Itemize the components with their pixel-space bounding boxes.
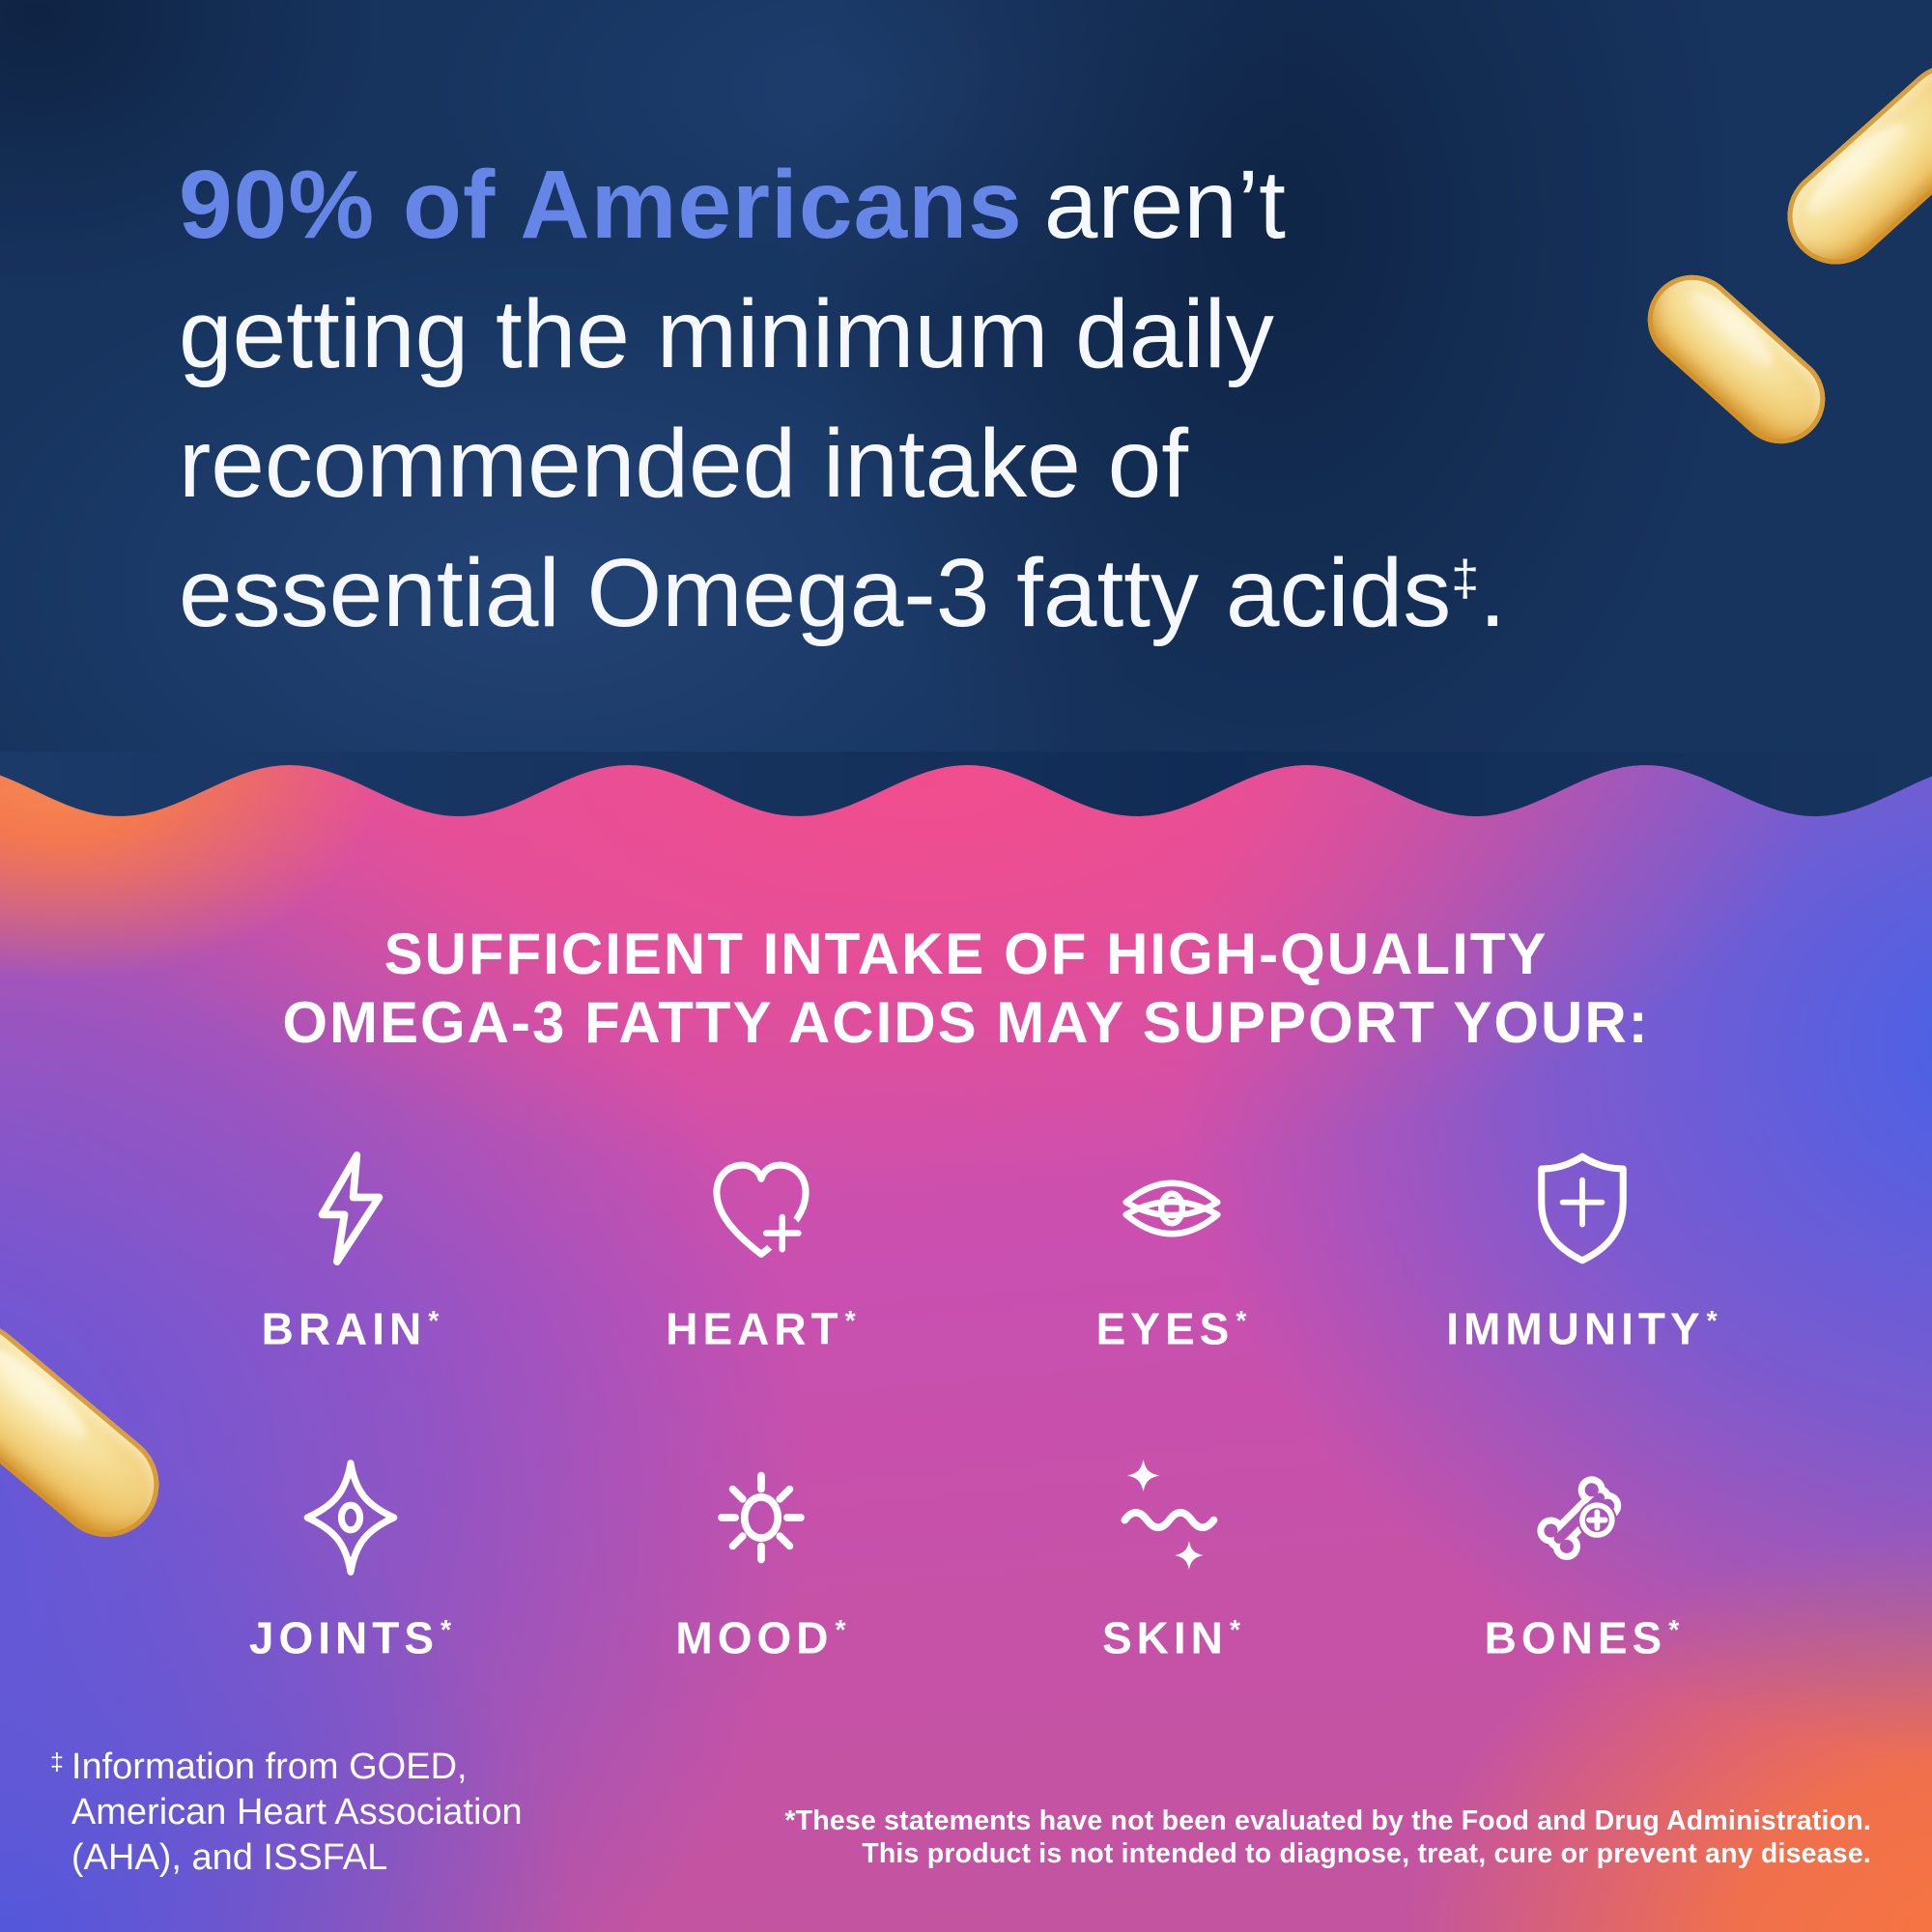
benefit-label: SKIN bbox=[1101, 1612, 1228, 1663]
fda-line-2: This product is not intended to diagnose… bbox=[862, 1837, 1871, 1869]
sun-icon bbox=[717, 1471, 805, 1564]
hero-section bbox=[0, 0, 1932, 753]
asterisk-mark: * bbox=[1236, 1306, 1247, 1337]
benefit-label: BRAIN bbox=[261, 1303, 427, 1354]
headline-line-1-rest: aren’t bbox=[1043, 151, 1286, 259]
headline-line-2: getting the minimum daily bbox=[179, 280, 1274, 388]
source-footnote: ‡ Information from GOED, American Heart … bbox=[50, 1745, 523, 1881]
benefit-bones: BONES* bbox=[1377, 1454, 1787, 1662]
benefit-mood: MOOD* bbox=[555, 1454, 966, 1662]
benefit-label: BONES bbox=[1484, 1612, 1667, 1663]
asterisk-mark: * bbox=[428, 1306, 440, 1337]
headline-line-4-text: essential Omega-3 fatty acids bbox=[179, 539, 1452, 647]
heart-plus-icon bbox=[712, 1161, 810, 1258]
bone-plus-icon bbox=[1536, 1476, 1621, 1561]
gradient-background bbox=[0, 744, 1932, 1932]
headline-line-3: recommended intake of bbox=[179, 410, 1189, 518]
wave-sparkles-icon bbox=[1121, 1460, 1217, 1571]
headline-highlight: 90% of Americans bbox=[179, 151, 1023, 259]
source-line-2: American Heart Association bbox=[71, 1792, 523, 1833]
asterisk-mark: * bbox=[440, 1615, 452, 1647]
headline-period: . bbox=[1479, 539, 1507, 647]
benefit-heart: HEART* bbox=[555, 1145, 966, 1352]
benefits-grid: BRAIN* HEART* EYES* bbox=[145, 1145, 1787, 1662]
dagger-symbol: ‡ bbox=[50, 1748, 64, 1776]
benefit-label: EYES bbox=[1095, 1303, 1235, 1354]
asterisk-mark: * bbox=[835, 1615, 846, 1647]
benefit-joints: JOINTS* bbox=[145, 1454, 555, 1662]
source-line-1: Information from GOED, bbox=[71, 1747, 468, 1787]
asterisk-mark: * bbox=[1668, 1615, 1680, 1647]
benefit-skin: SKIN* bbox=[966, 1454, 1377, 1662]
sparkle-star-icon bbox=[303, 1460, 397, 1577]
benefit-label: HEART bbox=[666, 1303, 843, 1354]
source-line-3: (AHA), and ISSFAL bbox=[71, 1837, 388, 1878]
benefit-eyes: EYES* bbox=[966, 1145, 1377, 1352]
lightning-bolt-icon bbox=[318, 1151, 383, 1265]
shield-plus-icon bbox=[1537, 1152, 1627, 1264]
asterisk-mark: * bbox=[1229, 1615, 1240, 1647]
heading-line-1: SUFFICIENT INTAKE OF HIGH-QUALITY bbox=[384, 922, 1548, 986]
eye-icon bbox=[1122, 1179, 1221, 1237]
wave-divider bbox=[0, 752, 1932, 816]
benefit-label: IMMUNITY bbox=[1446, 1303, 1705, 1354]
fda-line-1: *These statements have not been evaluate… bbox=[784, 1805, 1871, 1836]
support-section-heading: SUFFICIENT INTAKE OF HIGH-QUALITY OMEGA-… bbox=[0, 920, 1932, 1057]
benefit-brain: BRAIN* bbox=[145, 1145, 555, 1352]
hero-headline: 90% of Americans aren’t getting the minim… bbox=[179, 140, 1628, 658]
heading-line-2: OMEGA-3 FATTY ACIDS MAY SUPPORT YOUR: bbox=[282, 990, 1650, 1055]
benefit-immunity: IMMUNITY* bbox=[1377, 1145, 1787, 1352]
asterisk-mark: * bbox=[1706, 1306, 1718, 1337]
headline-line-1: 90% of Americans aren’t bbox=[179, 140, 1628, 270]
dagger-reference-mark: ‡ bbox=[1451, 550, 1480, 607]
benefit-label: MOOD bbox=[675, 1612, 834, 1663]
fda-disclaimer: *These statements have not been evaluate… bbox=[784, 1805, 1871, 1870]
headline-line-4: essential Omega-3 fatty acids‡. bbox=[179, 528, 1628, 658]
benefit-label: JOINTS bbox=[248, 1612, 440, 1663]
asterisk-mark: * bbox=[844, 1306, 856, 1337]
